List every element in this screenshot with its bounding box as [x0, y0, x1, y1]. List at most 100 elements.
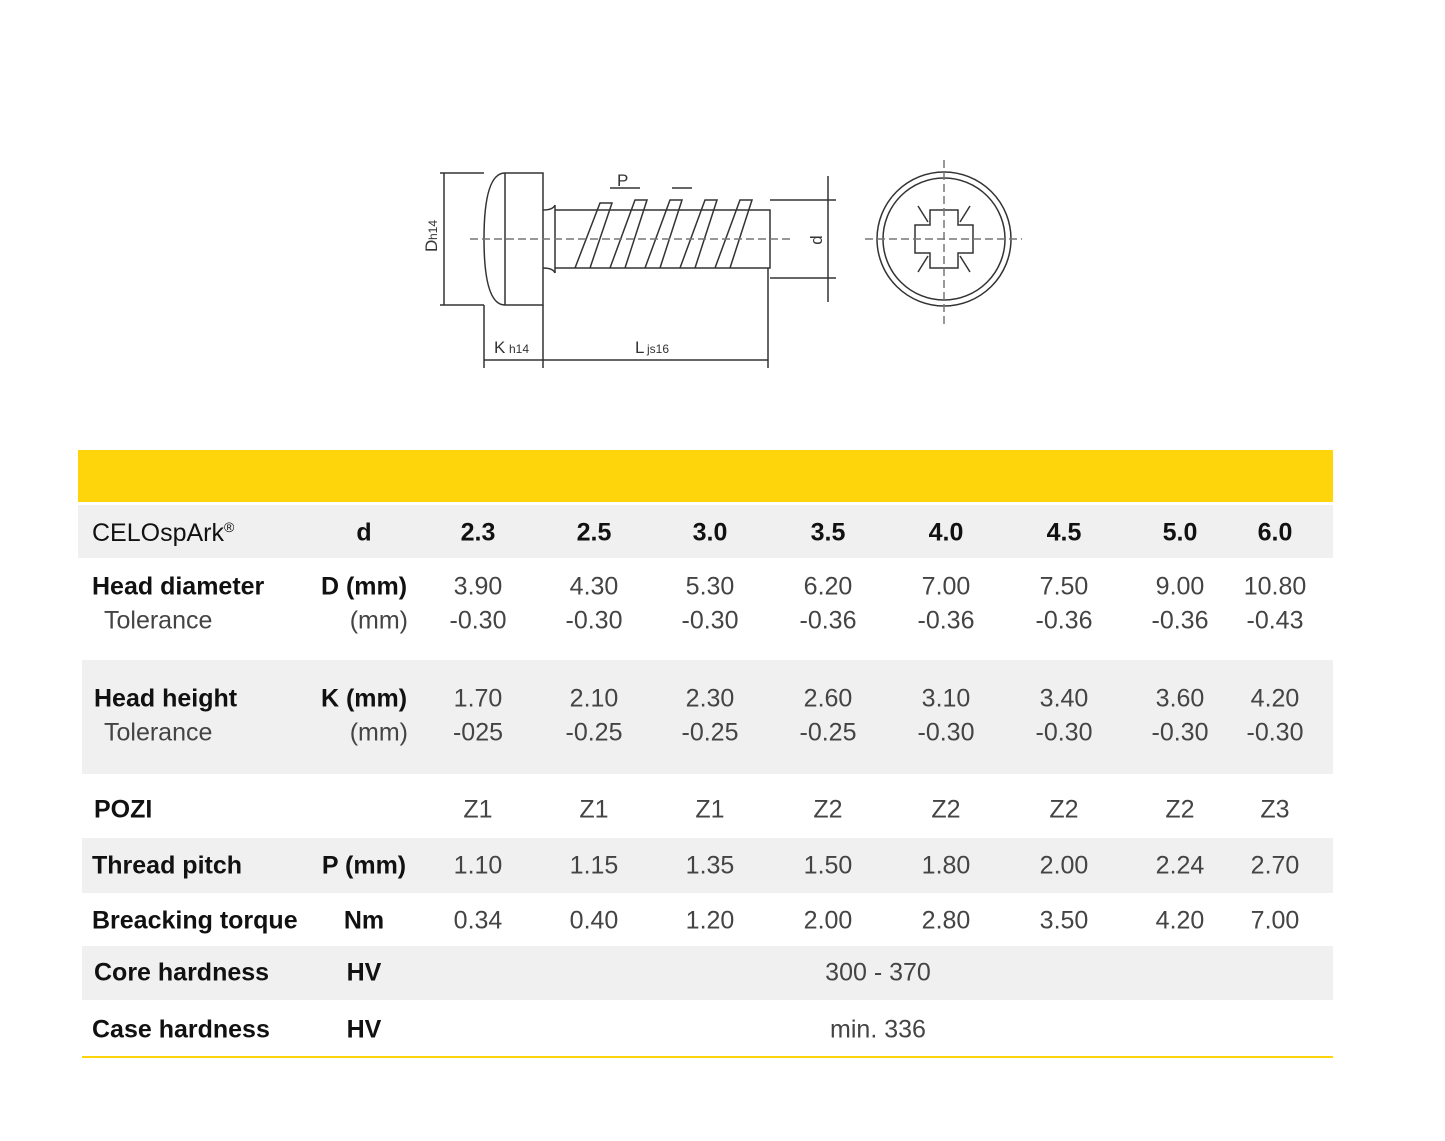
cell-value: 7.50 [1039, 572, 1089, 601]
cell-value: 1.80 [921, 851, 971, 880]
row-unit: HV [346, 958, 382, 987]
cell-value: 1.50 [803, 851, 853, 880]
bottom-rule [82, 1056, 1333, 1058]
cell-value: 4.30 [569, 572, 619, 601]
dim-label: K [494, 338, 506, 357]
cell-value: 2.60 [803, 684, 853, 713]
cell-tolerance: -0.36 [1151, 606, 1209, 635]
cell-value: Z2 [813, 795, 843, 824]
dim-label: h14 [426, 220, 440, 240]
header-size: 4.5 [1046, 518, 1082, 547]
cell-tolerance: -0.43 [1246, 606, 1304, 635]
cell-tolerance: -0.25 [565, 718, 623, 747]
row-label: POZI [94, 795, 153, 824]
cell-value: 0.40 [569, 906, 619, 935]
cell-value: Z1 [579, 795, 609, 824]
header-size: 3.5 [810, 518, 846, 547]
cell-value: Z3 [1260, 795, 1290, 824]
row-sub-unit: (mm) [349, 718, 408, 747]
cell-value: 2.30 [685, 684, 735, 713]
screw-drawing: P d D h14 K h14 L js16 [422, 160, 1022, 368]
cell-value: 2.24 [1155, 851, 1205, 880]
header-size: 2.5 [576, 518, 612, 547]
cell-tolerance: -0.30 [1035, 718, 1093, 747]
cell-value: 0.34 [453, 906, 503, 935]
cell-value: 3.40 [1039, 684, 1089, 713]
row-label: Case hardness [92, 1015, 270, 1044]
row-bg [82, 660, 1333, 774]
cell-tolerance: -0.30 [449, 606, 507, 635]
row-unit: Nm [343, 906, 385, 935]
row-label: Head diameter [92, 572, 265, 601]
brand-text: CELOspArk [92, 519, 224, 548]
cell-value: 3.60 [1155, 684, 1205, 713]
dim-label: js16 [646, 342, 669, 356]
cell-value: 4.20 [1155, 906, 1205, 935]
thread [574, 199, 754, 269]
row-label: Core hardness [94, 958, 270, 987]
cell-value: 1.35 [685, 851, 735, 880]
cell-tolerance: -0.25 [799, 718, 857, 747]
cell-value: 7.00 [921, 572, 971, 601]
row-sub-label: Tolerance [104, 718, 213, 747]
cell-value: 2.70 [1250, 851, 1300, 880]
row-unit: HV [346, 1015, 382, 1044]
cell-value: Z2 [1165, 795, 1195, 824]
row-sub-unit: (mm) [349, 606, 408, 635]
dim-label: D [422, 240, 441, 252]
cell-tolerance: -0.36 [917, 606, 975, 635]
dim-label: h14 [509, 342, 529, 356]
cell-tolerance: -025 [452, 718, 504, 747]
row-label: Head height [94, 684, 238, 713]
cell-value: 1.15 [569, 851, 619, 880]
cell-value: 6.20 [803, 572, 853, 601]
cell-value: 3.90 [453, 572, 503, 601]
header-size: 6.0 [1257, 518, 1293, 547]
header-size: 4.0 [928, 518, 964, 547]
cell-value: 2.80 [921, 906, 971, 935]
cell-value: 3.50 [1039, 906, 1089, 935]
dim-label: P [617, 171, 628, 190]
cell-value: 10.80 [1243, 572, 1307, 601]
cell-value: 9.00 [1155, 572, 1205, 601]
cell-tolerance: -0.30 [1151, 718, 1209, 747]
row-sub-label: Tolerance [104, 606, 213, 635]
cell-value: Z1 [695, 795, 725, 824]
cell-value: 1.20 [685, 906, 735, 935]
header-size: 2.3 [460, 518, 496, 547]
cell-tolerance: -0.30 [917, 718, 975, 747]
cell-value: 5.30 [685, 572, 735, 601]
header-row-bg [78, 505, 1333, 558]
header-brand: CELOspArk® [92, 520, 234, 546]
row-unit: K (mm) [320, 684, 408, 713]
header-size: 5.0 [1162, 518, 1198, 547]
yellow-band [78, 450, 1333, 502]
cell-value: Z2 [1049, 795, 1079, 824]
dim-label: L [635, 338, 644, 357]
cell-value: 2.00 [1039, 851, 1089, 880]
registered-mark: ® [223, 518, 235, 535]
pozi-marks [917, 205, 971, 273]
cell-value: 1.70 [453, 684, 503, 713]
cell-value: 4.20 [1250, 684, 1300, 713]
cell-tolerance: -0.30 [565, 606, 623, 635]
cell-value: 3.10 [921, 684, 971, 713]
cell-span: min. 336 [830, 1015, 926, 1044]
cell-tolerance: -0.36 [799, 606, 857, 635]
row-unit: D (mm) [320, 572, 408, 601]
cell-tolerance: -0.25 [681, 718, 739, 747]
cell-value: Z1 [463, 795, 493, 824]
dim-label: d [807, 235, 826, 244]
row-bg [82, 946, 1333, 1000]
cell-value: Z2 [931, 795, 961, 824]
header-size: 3.0 [692, 518, 728, 547]
row-unit: P (mm) [321, 851, 407, 880]
row-bg [82, 838, 1333, 893]
cell-tolerance: -0.30 [681, 606, 739, 635]
cell-value: 2.10 [569, 684, 619, 713]
cell-span: 300 - 370 [825, 958, 931, 987]
row-label: Breacking torque [92, 906, 298, 935]
header-unit: d [356, 518, 372, 547]
pozi-recess [914, 209, 974, 269]
